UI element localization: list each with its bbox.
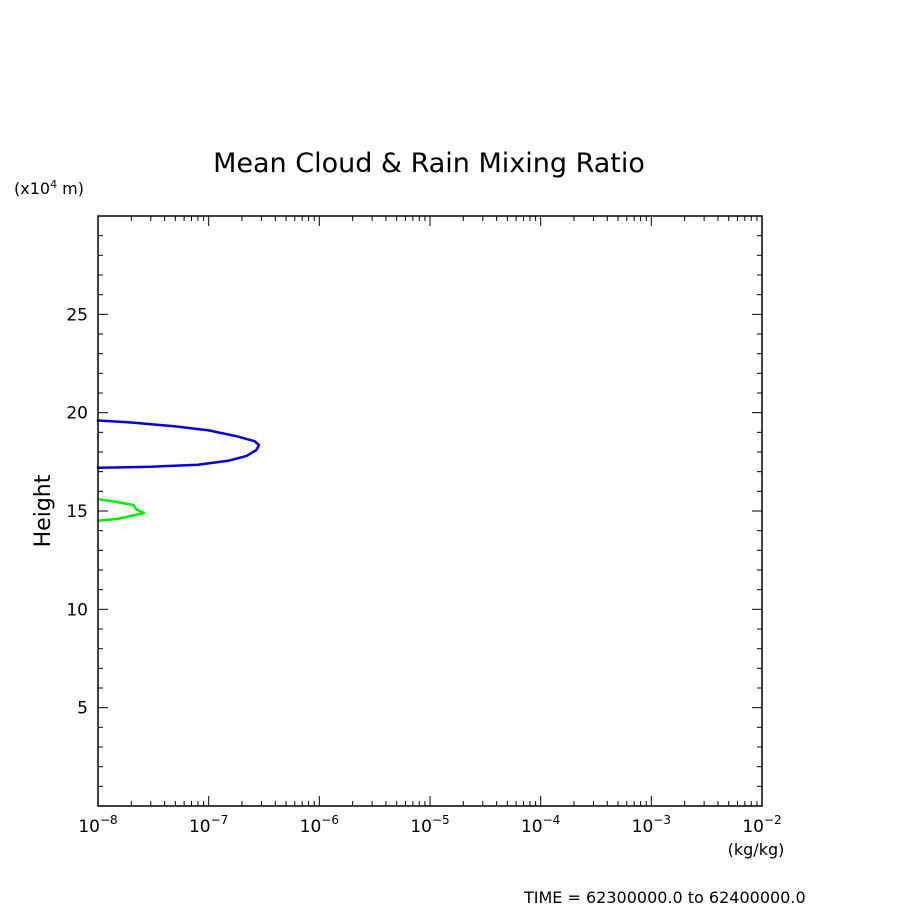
axis-ticks xyxy=(97,215,762,807)
y-tick-label: 25 xyxy=(66,305,88,325)
plot-frame xyxy=(97,215,763,807)
series-line-1 xyxy=(96,419,261,469)
x-tick-label: 10−3 xyxy=(632,813,671,837)
x-tick-label: 10−8 xyxy=(78,813,117,837)
x-axis-unit-label: (kg/kg) xyxy=(728,840,785,859)
data-series xyxy=(96,419,261,523)
x-tick-label: 10−6 xyxy=(300,813,339,837)
chart-title: Mean Cloud & Rain Mixing Ratio xyxy=(213,148,645,179)
series-line-2 xyxy=(96,497,146,523)
y-tick-labels: 5 10 15 20 25 xyxy=(66,305,88,718)
y-unit-exponent: 4 xyxy=(50,178,57,191)
time-range-footer: TIME = 62300000.0 to 62400000.0 xyxy=(523,888,806,904)
y-tick-label: 20 xyxy=(66,404,88,424)
x-tick-labels: 10−8 10−7 10−6 10−5 10−4 10−3 10−2 xyxy=(78,813,781,837)
y-axis-label: Height xyxy=(31,474,56,547)
x-tick-label: 10−4 xyxy=(521,813,560,837)
x-tick-label: 10−5 xyxy=(410,813,449,837)
y-tick-label: 15 xyxy=(66,502,88,522)
x-tick-label: 10−2 xyxy=(742,813,781,837)
y-tick-label: 5 xyxy=(77,699,88,719)
y-tick-label: 10 xyxy=(66,600,88,620)
x-tick-label: 10−7 xyxy=(189,813,228,837)
y-unit-label: (x104 m) xyxy=(14,178,84,198)
